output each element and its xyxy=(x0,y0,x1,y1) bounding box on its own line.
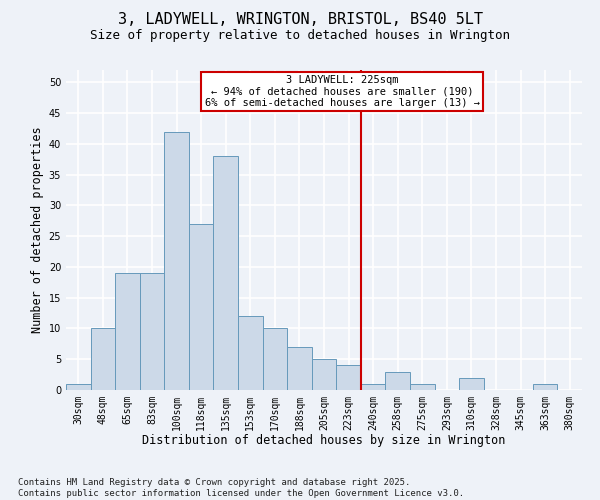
Text: 3 LADYWELL: 225sqm
← 94% of detached houses are smaller (190)
6% of semi-detache: 3 LADYWELL: 225sqm ← 94% of detached hou… xyxy=(205,75,479,108)
Bar xyxy=(214,156,238,390)
Text: Size of property relative to detached houses in Wrington: Size of property relative to detached ho… xyxy=(90,29,510,42)
Text: Contains HM Land Registry data © Crown copyright and database right 2025.
Contai: Contains HM Land Registry data © Crown c… xyxy=(18,478,464,498)
Bar xyxy=(189,224,214,390)
Bar xyxy=(140,273,164,390)
Bar xyxy=(385,372,410,390)
Bar xyxy=(410,384,434,390)
Bar xyxy=(66,384,91,390)
Bar xyxy=(459,378,484,390)
Y-axis label: Number of detached properties: Number of detached properties xyxy=(31,126,44,334)
Bar xyxy=(164,132,189,390)
X-axis label: Distribution of detached houses by size in Wrington: Distribution of detached houses by size … xyxy=(142,434,506,448)
Bar xyxy=(238,316,263,390)
Bar xyxy=(336,366,361,390)
Bar xyxy=(533,384,557,390)
Bar xyxy=(361,384,385,390)
Bar xyxy=(263,328,287,390)
Bar xyxy=(312,359,336,390)
Bar xyxy=(91,328,115,390)
Text: 3, LADYWELL, WRINGTON, BRISTOL, BS40 5LT: 3, LADYWELL, WRINGTON, BRISTOL, BS40 5LT xyxy=(118,12,482,28)
Bar xyxy=(287,347,312,390)
Bar xyxy=(115,273,140,390)
